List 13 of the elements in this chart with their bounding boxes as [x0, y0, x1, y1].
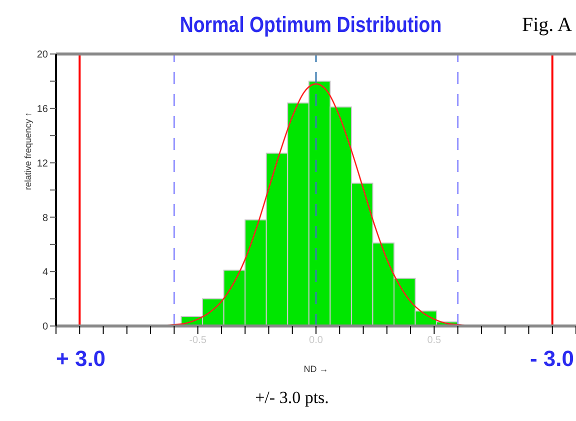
- y-tick-label: 12: [36, 158, 48, 170]
- text: + 3.0: [56, 346, 106, 372]
- y-tick-label: 20: [36, 50, 48, 61]
- chart-title: Normal Optimum Distribution: [178, 12, 443, 38]
- y-tick-label: 4: [42, 267, 48, 278]
- y-tick-label: 16: [36, 104, 48, 115]
- y-tick-label: 0: [42, 322, 48, 333]
- y-tick-label: 8: [42, 212, 48, 224]
- y-axis-title: relative frequency ↑: [23, 112, 34, 190]
- text: Fig. A: [522, 14, 572, 37]
- text: - 3.0: [530, 346, 574, 372]
- text: +/- 3.0 pts.: [254, 388, 330, 408]
- x-axis-title: ND →: [304, 364, 328, 374]
